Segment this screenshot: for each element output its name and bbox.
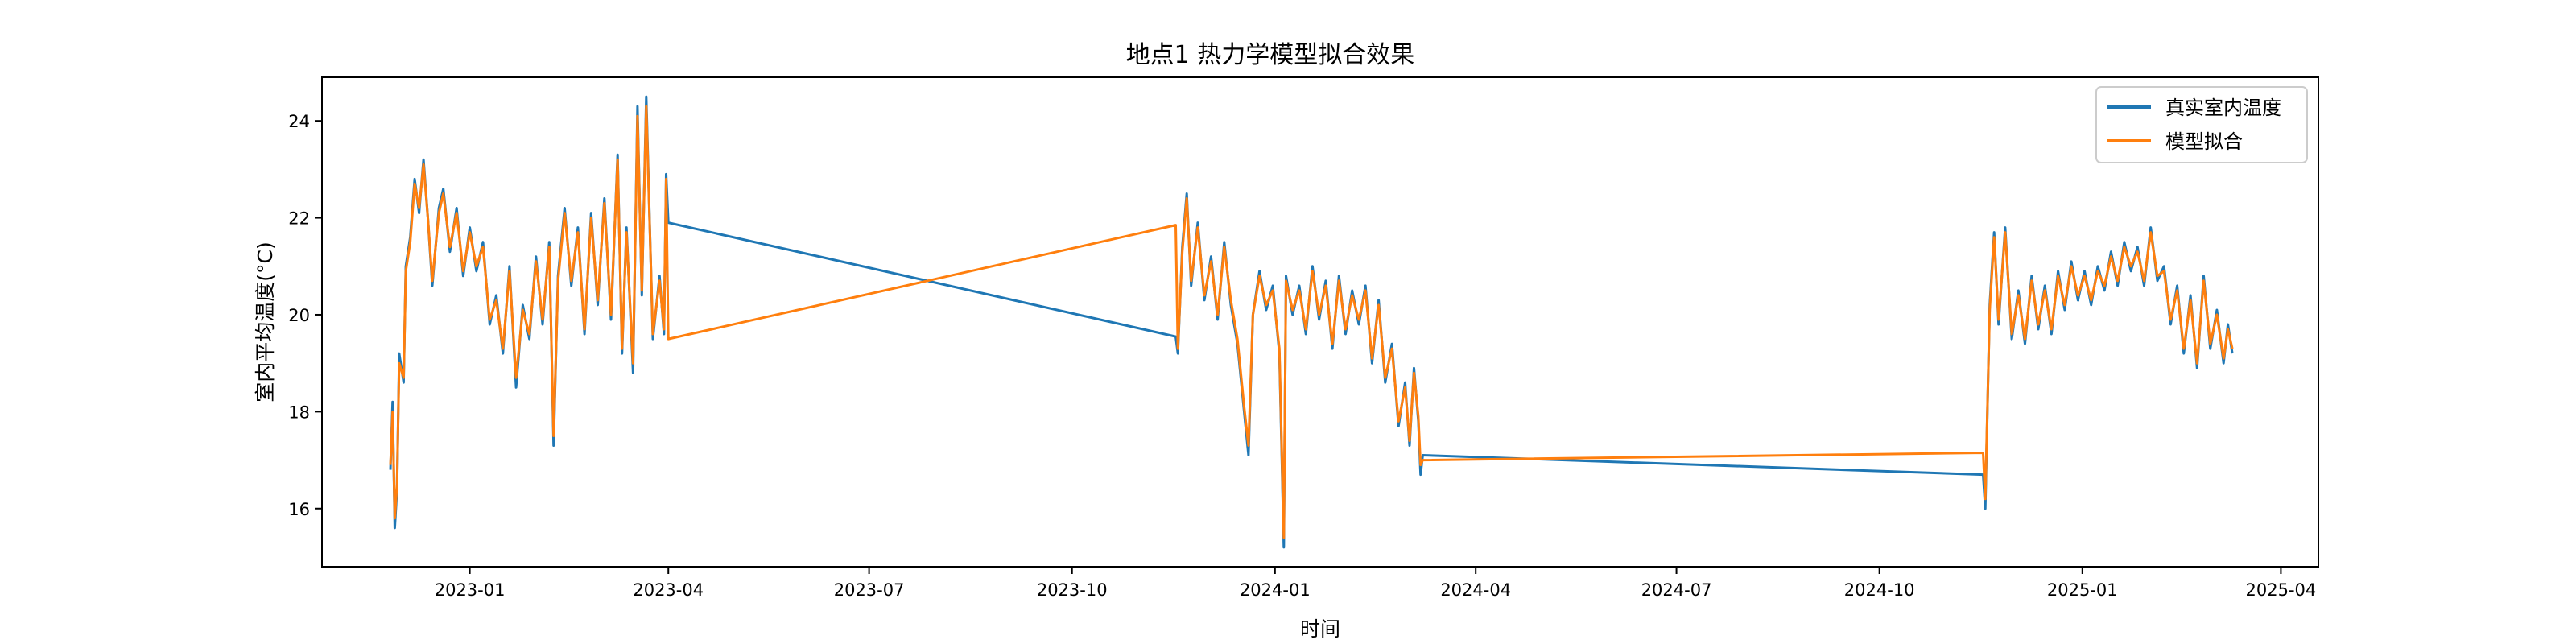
x-axis-label: 时间: [1300, 617, 1340, 641]
x-tick-label-1: 2023-04: [633, 580, 704, 600]
y-tick-label-1: 18: [288, 402, 310, 422]
x-tick-label-0: 2023-01: [435, 580, 506, 600]
x-tick-label-3: 2023-10: [1037, 580, 1108, 600]
x-tick-label-7: 2024-10: [1844, 580, 1915, 600]
x-tick-label-5: 2024-04: [1440, 580, 1511, 600]
x-tick-label-8: 2025-01: [2047, 580, 2118, 600]
x-tick-label-2: 2023-07: [834, 580, 905, 600]
y-tick-label-2: 20: [288, 306, 310, 325]
y-tick-label-3: 22: [288, 209, 310, 229]
legend: 真实室内温度 模型拟合: [2095, 86, 2308, 163]
series-layer: [389, 95, 2234, 549]
plot-frame: [321, 76, 2319, 568]
y-axis-label: 室内平均温度(°C): [254, 242, 277, 402]
x-tick-label-9: 2025-04: [2246, 580, 2317, 600]
x-tick-label-4: 2024-01: [1240, 580, 1311, 600]
y-tick-label-4: 24: [288, 112, 310, 131]
chart-title: 地点1 热力学模型拟合效果: [1126, 41, 1415, 69]
series-line-1: [389, 105, 2234, 539]
x-axis: 2023-01 2023-04 2023-07 2023-10 2024-01 2024-…: [435, 567, 2317, 600]
legend-label-model: 模型拟合: [2165, 130, 2243, 153]
series-line-0: [389, 95, 2234, 549]
y-tick-label-0: 16: [288, 500, 310, 519]
legend-label-measured: 真实室内温度: [2165, 97, 2281, 119]
y-axis: 16 18 20 22 24: [288, 112, 322, 519]
x-tick-label-6: 2024-07: [1641, 580, 1712, 600]
